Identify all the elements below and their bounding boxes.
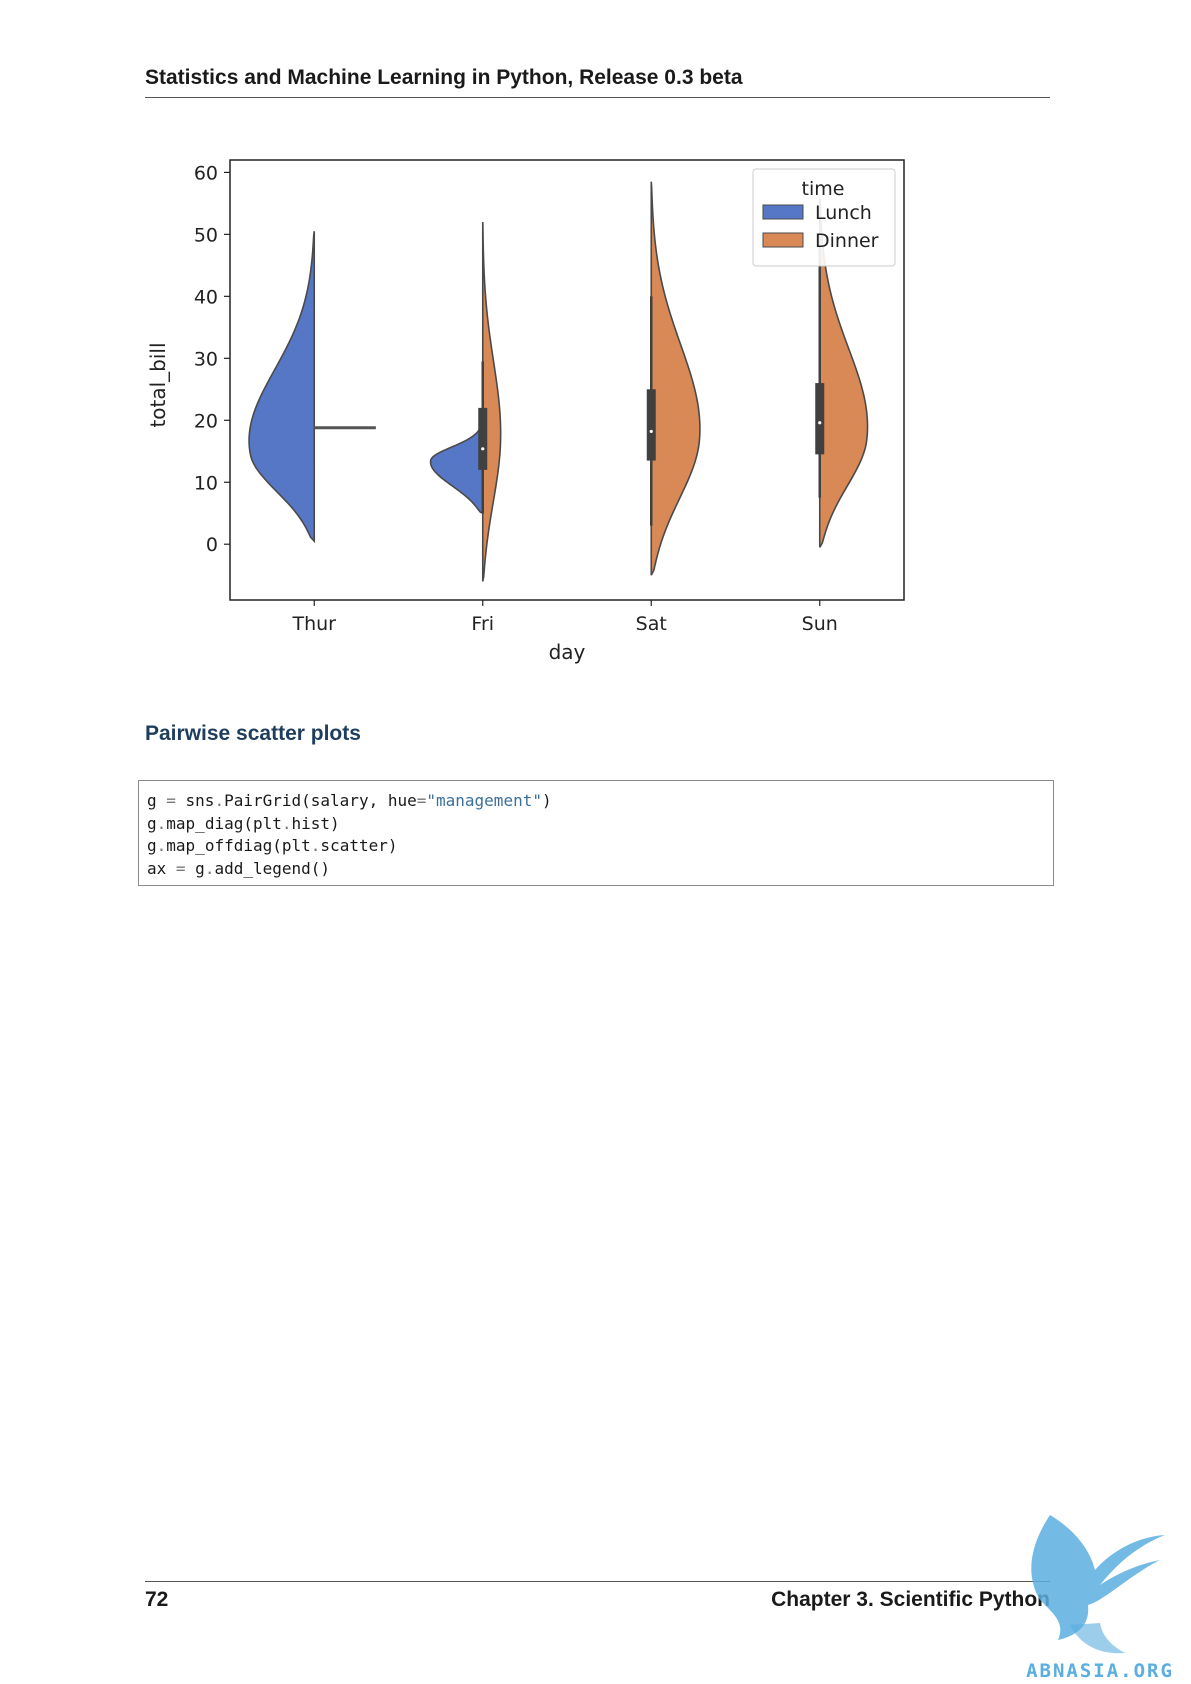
x-tick-label: Thur	[291, 613, 336, 635]
plot-frame	[229, 159, 905, 601]
running-header: Statistics and Machine Learning in Pytho…	[145, 66, 743, 89]
code-token: .	[214, 791, 225, 810]
legend-swatch-lunch	[762, 204, 804, 220]
legend-label-lunch: Lunch	[815, 202, 872, 224]
page-number: 72	[145, 1588, 169, 1611]
watermark-logo: ABNASIA.ORG	[1026, 1515, 1174, 1682]
code-token: ax	[147, 858, 176, 878]
code-token: scatter)	[320, 836, 398, 855]
x-axis-label: day	[549, 640, 586, 664]
code-line: g.map_offdiag(plt.scatter)	[147, 836, 397, 858]
median-dot-sun	[818, 421, 822, 425]
code-token: =	[175, 858, 186, 878]
code-line: ax = g.add_legend()	[147, 859, 330, 881]
median-dot-sat	[649, 429, 653, 434]
chapter-title: Chapter 3. Scientific Python	[771, 1588, 1050, 1611]
iqr-box-sun	[815, 383, 825, 455]
code-token: =	[166, 791, 176, 810]
violin-lunch-fri	[429, 420, 484, 515]
x-tick-label: Fri	[471, 613, 494, 635]
code-token: .	[310, 836, 321, 855]
code-token: g	[147, 836, 157, 855]
median-dot-fri	[481, 447, 485, 451]
code-token: )	[541, 791, 552, 810]
code-token: PairGrid(salary, hue	[224, 791, 417, 810]
y-tick-label: 0	[206, 534, 218, 556]
legend-label-dinner: Dinner	[815, 230, 879, 252]
code-token: .	[204, 858, 215, 878]
griffin-icon	[1031, 1515, 1165, 1654]
code-token: g	[147, 813, 157, 833]
code-token: map_diag(plt	[166, 813, 282, 833]
y-tick-label: 30	[194, 348, 218, 370]
violin-dinner-sat	[650, 181, 701, 576]
violin-lunch-thur	[248, 231, 316, 544]
code-token: sns	[175, 791, 215, 810]
code-token: add_legend()	[214, 858, 331, 878]
x-tick-label: Sun	[802, 613, 838, 635]
y-axis-label: total_bill	[146, 342, 170, 427]
legend-title: time	[802, 178, 845, 200]
code-line: g = sns.PairGrid(salary, hue="management…	[147, 791, 552, 813]
code-line: g.map_diag(plt.hist)	[147, 814, 340, 836]
code-token: .	[281, 813, 292, 833]
header-rule	[145, 97, 1050, 98]
code-token: .	[156, 836, 167, 855]
footer-rule	[145, 1581, 1050, 1582]
y-tick-label: 60	[194, 162, 218, 184]
code-token: map_offdiag(plt	[166, 836, 311, 855]
iqr-box-fri	[478, 407, 488, 470]
code-token: "management"	[426, 791, 542, 810]
y-tick-label: 40	[194, 286, 218, 308]
legend: time Lunch Dinner	[752, 168, 896, 267]
violin-dinner-fri	[481, 221, 502, 582]
iqr-box-sat	[646, 389, 656, 461]
x-tick-label: Sat	[636, 613, 667, 635]
section-title: Pairwise scatter plots	[145, 722, 361, 745]
code-token: g	[147, 791, 167, 810]
watermark-text: ABNASIA.ORG	[1026, 1660, 1174, 1682]
code-token: hist)	[291, 813, 340, 833]
code-block: g = sns.PairGrid(salary, hue="management…	[138, 780, 1054, 886]
y-tick-label: 20	[194, 410, 218, 432]
code-token: g	[185, 858, 205, 878]
code-token: .	[156, 813, 167, 833]
y-tick-label: 10	[194, 472, 218, 494]
y-tick-label: 50	[194, 224, 218, 246]
code-token: =	[416, 791, 427, 810]
violin-chart: 0 10 20 30 40 50 60 Thur Fri Sat Sun day total_bil…	[146, 159, 905, 664]
legend-swatch-dinner	[762, 232, 804, 248]
